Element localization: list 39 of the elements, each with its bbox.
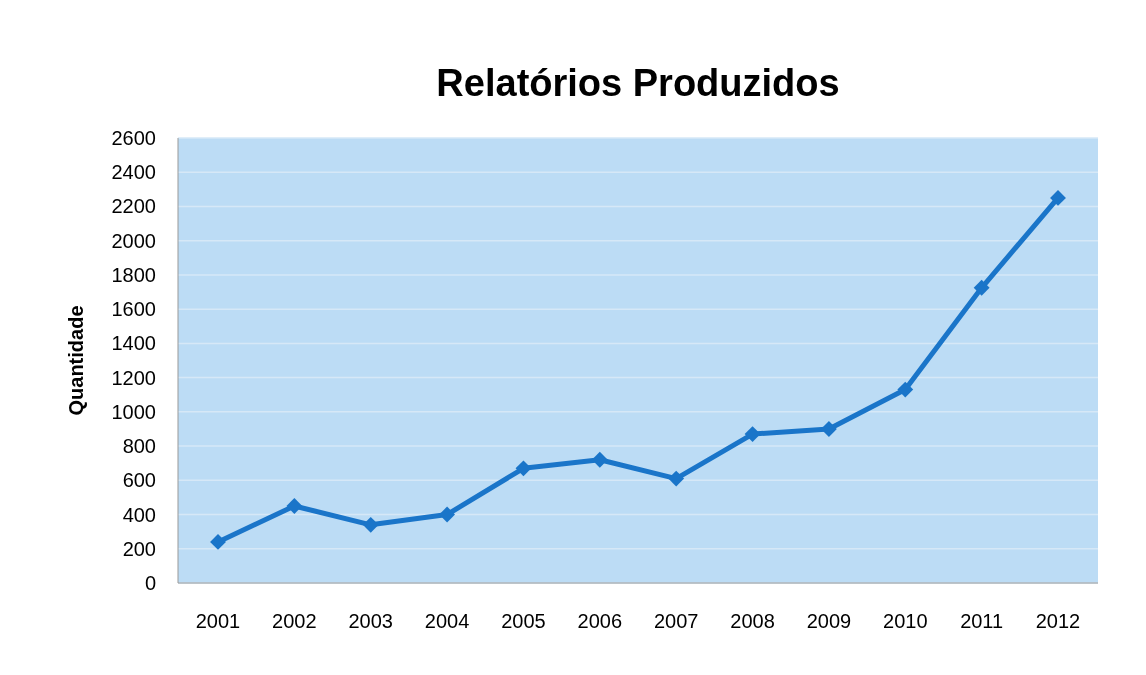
x-tick-label: 2005 <box>501 610 546 632</box>
x-tick-label: 2001 <box>195 610 241 632</box>
point <box>515 460 532 477</box>
point <box>210 534 226 550</box>
y-tick-label: 1600 <box>111 298 156 321</box>
chart-title: Relatórios Produzidos <box>436 62 840 104</box>
x-tick-label: 2008 <box>730 610 775 632</box>
y-tick-label: 2200 <box>111 195 156 218</box>
y-tick-label: 1400 <box>111 332 156 355</box>
y-tick-label: 1800 <box>111 263 156 286</box>
x-tick-label: 2003 <box>348 610 393 632</box>
y-tick-label: 1200 <box>111 366 156 389</box>
y-axis-title: Quantidade <box>65 305 87 416</box>
point <box>286 498 303 514</box>
point <box>591 451 608 468</box>
y-tick-label: 0 <box>144 572 156 594</box>
y-tick-label: 2400 <box>111 161 156 184</box>
x-tick-label: 2009 <box>806 610 852 632</box>
x-tick-label: 2007 <box>653 610 699 632</box>
y-tick-label: 1000 <box>111 400 156 423</box>
point <box>1050 189 1066 206</box>
x-tick-label: 2012 <box>1035 610 1081 632</box>
point <box>439 506 456 523</box>
point <box>744 426 761 443</box>
x-tick-label: 2006 <box>577 610 623 632</box>
y-tick-label: 400 <box>122 503 156 526</box>
point <box>668 470 685 487</box>
y-tick-label: 2600 <box>111 127 156 149</box>
x-tick-label: 2002 <box>272 610 317 632</box>
x-tick-label: 2011 <box>960 610 1004 632</box>
y-tick-label: 2000 <box>111 229 156 252</box>
point <box>362 516 379 533</box>
y-tick-label: 200 <box>122 537 156 560</box>
y-tick-label: 800 <box>122 435 156 458</box>
x-tick-label: 2004 <box>424 610 470 632</box>
x-tick-label: 2010 <box>883 610 928 632</box>
point <box>897 381 914 398</box>
y-tick-label: 600 <box>122 469 156 492</box>
point <box>973 279 990 296</box>
